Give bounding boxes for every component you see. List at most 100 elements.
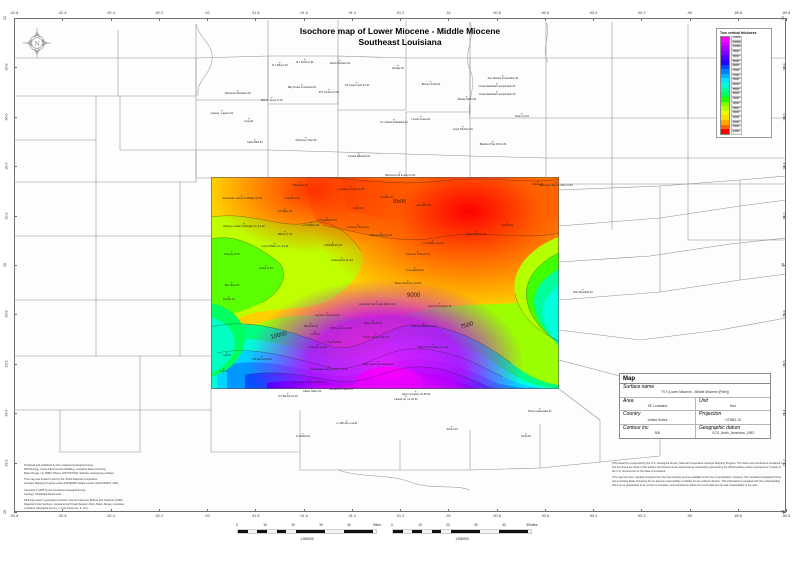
scalebar-mi-bar [392,529,532,534]
graticule-tick [641,18,643,21]
latitude-label: 30.2 [4,212,9,220]
map-info-key: Unit [699,397,708,404]
well-point [506,222,508,224]
well-point [502,75,504,77]
longitude-label: -92.6 [57,11,67,15]
graticule-tick [786,18,787,21]
graticule-tick [303,18,305,21]
scalebar-tick: 50miles [526,523,538,527]
graticule-tick [544,509,546,512]
longitude-label: -90.6 [540,514,550,518]
map-info-cell: Surface name TVT (Lower Miocene - Middle … [620,384,770,397]
longitude-label: -91.4 [347,514,357,518]
graticule-tick [786,509,787,512]
disclaimer-paragraph: This map has been carefully prepared fro… [612,476,782,487]
disclaimer-block: This research is supported by the U.S. G… [612,462,784,491]
graticule-tick [400,509,401,512]
graticule-tick [14,265,17,266]
graticule-tick [351,18,353,21]
credits-paragraph: Produced and published by the Louisiana … [24,464,114,475]
well-point [492,141,494,143]
well-point [537,181,539,183]
isochore-thickness-raster: 9500 9000 10000 7500 [211,177,559,389]
legend-color-ramp [720,36,730,135]
graticule-tick [14,462,17,464]
map-info-value: GCS_North_American_1983 [712,431,754,436]
latitude-label: 31 [3,16,7,20]
graticule-tick [400,18,401,21]
longitude-label: -91.8 [250,514,260,518]
legend-swatch-3500 [721,106,729,111]
graticule-tick [62,509,64,512]
graticule-tick [783,116,786,118]
svg-text:9000: 9000 [407,293,421,299]
legend-value: 7500 [731,68,743,74]
legend-swatch-7500 [721,69,729,74]
well-point [326,217,328,219]
graticule-tick [207,509,208,512]
well-point [231,282,233,284]
latitude-label: 29.8 [4,310,9,318]
scalebar-tick: 50km [373,523,381,527]
legend-swatch-8500 [721,60,729,65]
well-point [357,224,359,226]
graticule-tick [14,314,17,316]
well-point [377,361,379,363]
well-point [399,172,401,174]
well-point [291,195,293,197]
well-point [340,325,342,327]
legend-swatch-2000 [721,119,729,125]
legend-swatch-7000 [721,73,729,79]
well-point [261,356,263,358]
map-info-key: Geographic datum [699,425,741,432]
longitude-label: -90 [686,11,693,15]
well-point [317,344,319,346]
well-point [432,344,434,346]
well-point [284,208,286,210]
graticule-tick [783,462,786,464]
well-point [228,296,230,298]
map-info-key: Country [623,411,641,418]
well-point [372,320,374,322]
longitude-label: -91.2 [395,11,405,15]
map-info-value: 500 [654,431,661,436]
longitude-label: -90 [686,514,693,518]
longitude-label: -89.8 [733,514,743,518]
scalebar-km-bar [237,529,377,534]
well-point [432,240,434,242]
longitude-label: -92.8 [9,11,19,15]
map-info-cell: Area SE Louisiana [620,398,695,411]
graticule-tick [783,18,786,19]
legend-swatch-6000 [721,83,729,88]
longitude-label: -89.6 [781,514,791,518]
scalebar-tick: 0 [236,523,238,527]
legend-value: 10000 [731,45,743,51]
well-point [284,231,286,233]
map-info-rows: Surface name TVT (Lower Miocene - Middle … [620,384,770,438]
map-info-cell: Country United States [620,411,695,424]
well-point [279,62,281,64]
scalebar-tick: 20 [291,523,295,527]
legend-panel: True vertical thickness 11000 10500 10000 9… [716,28,772,138]
well-point [231,251,233,253]
well-point [305,137,307,139]
legend-swatch-5000 [721,92,729,97]
graticule-tick [783,166,786,168]
graticule-tick [255,18,257,21]
legend-value: 10500 [731,40,743,46]
title-line-1: Isochore map of Lower Miocene - Middle M… [299,26,501,36]
scalebar-tick: 40 [502,523,506,527]
well-point [466,96,468,98]
well-point [301,84,303,86]
scalebar-tick: 40 [347,523,351,527]
compass-rose-icon: N [23,28,51,57]
legend-value: 2000 [731,120,743,126]
well-point [496,83,498,85]
scalebar-tick: 20 [446,523,450,527]
graticule-tick [255,509,257,512]
map-info-value: TVT (Lower Miocene - Middle Miocene [Fil… [661,390,729,395]
svg-text:7500: 7500 [460,321,475,331]
well-point [475,231,477,233]
well-point [397,65,399,67]
graticule-tick [110,509,112,512]
